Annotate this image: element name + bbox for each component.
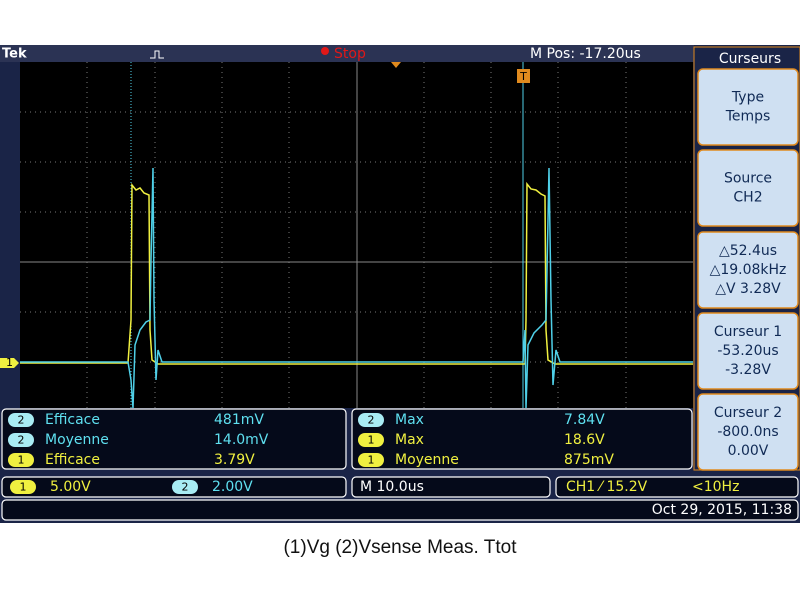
measurement-name: Moyenne	[45, 432, 109, 448]
ch1-label: 1	[20, 481, 27, 494]
channel-badge	[8, 433, 34, 447]
trigger-level: CH1 ⁄ 15.2V	[566, 479, 648, 495]
menu-button-text: △52.4us	[719, 243, 777, 259]
menu-button[interactable]	[697, 393, 799, 471]
ch1-marker-badge	[0, 358, 19, 368]
menu-button[interactable]	[697, 68, 799, 146]
trigger-icon	[150, 50, 164, 59]
menu-button[interactable]	[697, 312, 799, 390]
ch1-badge	[10, 480, 36, 494]
channel-label: 2	[18, 414, 25, 427]
menu-button-text: Curseur 1	[714, 324, 782, 340]
timebase-box	[351, 476, 551, 498]
menu-button-text: 0.00V	[728, 443, 769, 459]
ch1-trace	[20, 181, 693, 365]
menu-button-text: -3.28V	[725, 362, 771, 378]
trigger-position-marker	[391, 62, 401, 68]
ch2-badge	[172, 480, 198, 494]
menu-button-text: -800.0ns	[717, 424, 778, 440]
date: Oct 29, 2015, 11:38	[652, 502, 792, 518]
menu-title: Curseurs	[719, 51, 781, 67]
menu-button-text: Curseur 2	[714, 405, 782, 421]
acq-status: Stop	[334, 46, 366, 62]
menu-button-text: CH2	[733, 190, 762, 206]
channel-label: 1	[368, 454, 375, 467]
trigger-marker-badge	[517, 69, 530, 83]
top-bar	[0, 45, 694, 62]
measurement-value: 3.79V	[214, 452, 255, 468]
measurement-name: Moyenne	[395, 452, 459, 468]
ch1-scale: 5.00V	[50, 479, 91, 495]
measurement-panel-right	[351, 408, 693, 470]
measurement-name: Efficace	[45, 412, 100, 428]
measurement-name: Efficace	[45, 452, 100, 468]
menu-buttons: Type Temps Source CH2 △52.4us △19.08kHz △V 3.2…	[697, 68, 799, 471]
measurement-value: 7.84V	[564, 412, 605, 428]
channel-label: 2	[368, 414, 375, 427]
channel-badge	[358, 433, 384, 447]
measurement-name: Max	[395, 432, 424, 448]
menu-button-text: Temps	[725, 109, 771, 125]
measurement-name: Max	[395, 412, 424, 428]
horizontal-position: M Pos: -17.20us	[530, 46, 641, 62]
measurement-value: 875mV	[564, 452, 614, 468]
menu-button-text: -53.20us	[717, 343, 778, 359]
measurement-value: 481mV	[214, 412, 264, 428]
menu-button-text: △V 3.28V	[715, 281, 781, 297]
measurements: 2 Efficace 481mV 2 Moyenne 14.0mV 1 Efficace 3.7…	[8, 412, 614, 468]
menu-button-text: Source	[724, 171, 772, 187]
channel-badge	[358, 413, 384, 427]
channel-badge	[358, 453, 384, 467]
menu-button[interactable]	[697, 149, 799, 227]
ch2-trace	[20, 167, 693, 409]
ch1-marker: 1	[6, 356, 13, 369]
trigger-frequency: <10Hz	[692, 479, 739, 495]
brand: Tek	[2, 47, 27, 62]
date-box	[1, 499, 799, 521]
measurement-value: 18.6V	[564, 432, 605, 448]
ch2-label: 2	[182, 481, 189, 494]
channel-badge	[8, 453, 34, 467]
trigger-marker: T	[519, 70, 527, 83]
timebase: M 10.0us	[360, 479, 424, 495]
caption: (1)Vg (2)Vsense Meas. Ttot	[283, 537, 517, 558]
measurement-value: 14.0mV	[214, 432, 269, 448]
channel-label: 1	[18, 454, 25, 467]
menu-button[interactable]	[697, 231, 799, 309]
stop-dot	[321, 47, 329, 55]
channel-label: 1	[368, 434, 375, 447]
measurement-panel-left	[1, 408, 347, 470]
menu-button-text: Type	[731, 90, 764, 106]
ch2-scale: 2.00V	[212, 479, 253, 495]
menu-button-text: △19.08kHz	[710, 262, 787, 278]
trigger-box	[555, 476, 799, 498]
channel-badge	[8, 413, 34, 427]
channel-label: 2	[18, 434, 25, 447]
